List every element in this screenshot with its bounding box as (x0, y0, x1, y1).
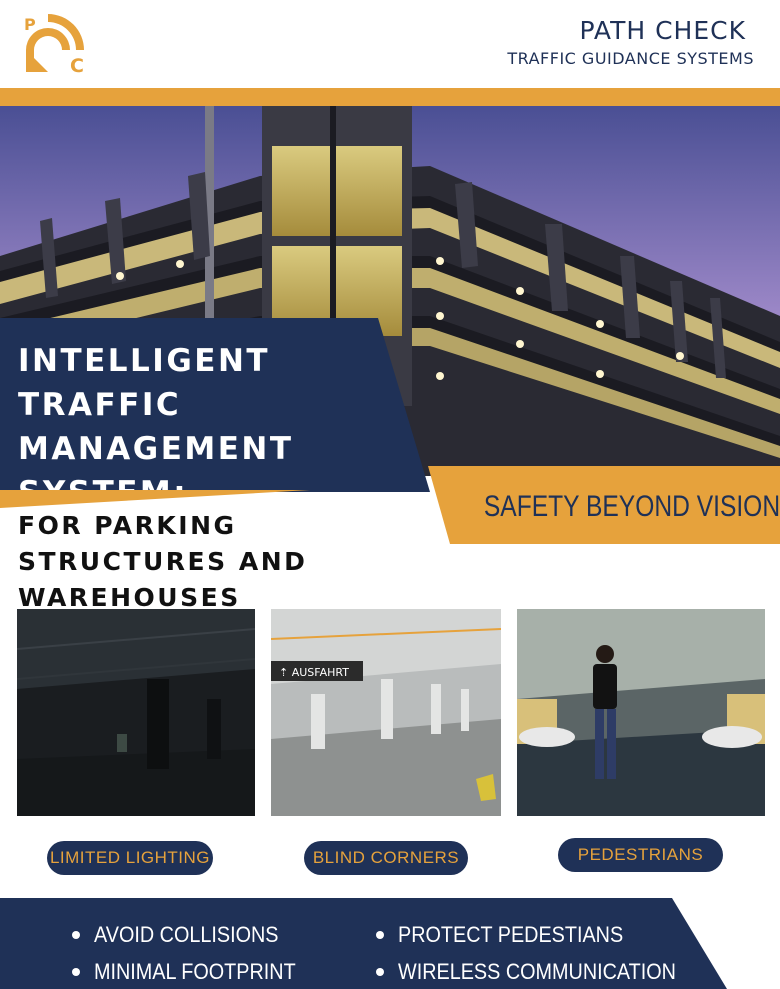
bullet-icon (72, 931, 80, 939)
feature-item: WIRELESS COMMUNICATION (376, 959, 707, 985)
svg-text:⇡ AUSFAHRT: ⇡ AUSFAHRT (279, 666, 349, 679)
brand-logo: P C (22, 10, 90, 77)
hero-slogan: SAFETY BEYOND VISION (483, 490, 780, 523)
photo-pedestrian (517, 609, 765, 816)
logo-letter-p: P (24, 15, 36, 34)
feature-item: MINIMAL FOOTPRINT (72, 959, 318, 985)
logo-letter-c: C (70, 55, 84, 76)
challenge-label-pedestrians: PEDESTRIANS (558, 838, 723, 872)
feature-label: PROTECT PEDESTIANS (398, 922, 624, 947)
bullet-icon (376, 968, 384, 976)
feature-label: MINIMAL FOOTPRINT (94, 959, 296, 984)
header-accent-bar (0, 88, 780, 106)
title-panel (0, 318, 440, 498)
hero-title: INTELLIGENT TRAFFIC MANAGEMENT SYSTEM: (18, 343, 294, 511)
slogan-panel (410, 466, 780, 546)
features-footer (0, 898, 780, 989)
signal-arc-logo-icon: P C (24, 14, 84, 77)
hero-subtitle: FOR PARKING STRUCTURES AND WAREHOUSES (18, 511, 308, 612)
photo-blind-corner: ⇡ AUSFAHRT (271, 609, 501, 816)
brand-tagline: TRAFFIC GUIDANCE SYSTEMS (507, 49, 754, 68)
feature-item: AVOID COLLISIONS (72, 922, 299, 948)
photo-dark-parking-garage (17, 609, 255, 816)
challenge-label-blind-corners: BLIND CORNERS (304, 841, 468, 875)
feature-label: WIRELESS COMMUNICATION (398, 959, 676, 984)
feature-item: PROTECT PEDESTIANS (376, 922, 648, 948)
bullet-icon (376, 931, 384, 939)
subtitle-accent-bar (0, 490, 310, 508)
brand-name: PATH CHECK (579, 16, 746, 45)
feature-label: AVOID COLLISIONS (94, 922, 279, 947)
challenge-label-limited-lighting: LIMITED LIGHTING (47, 841, 213, 875)
bullet-icon (72, 968, 80, 976)
